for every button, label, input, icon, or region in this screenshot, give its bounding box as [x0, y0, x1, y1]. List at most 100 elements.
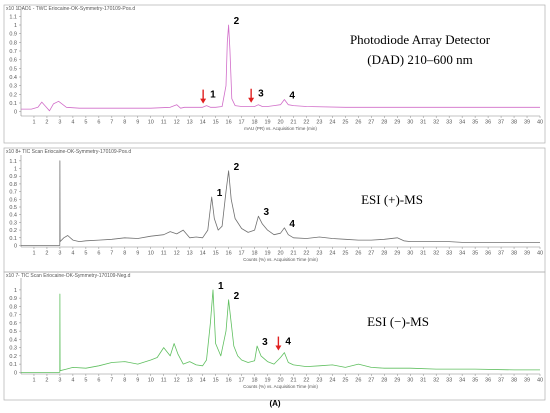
peak-label: 1: [217, 188, 223, 199]
y-tick-label: 1.1: [9, 159, 17, 165]
chart-panel-1: DAD1 - TWC Eriocaine-OK-Symmetry-170109-…: [3, 4, 546, 144]
x-tick-label: 14: [200, 120, 206, 126]
x-tick-label: 36: [485, 251, 491, 257]
panel-header: - TIC Scan Eriocaine-OK-Symmetry-170109-…: [18, 273, 131, 279]
peak-label: 3: [262, 337, 268, 348]
y-tick-label: 0.7: [9, 49, 17, 55]
x-tick-label: 6: [97, 378, 100, 384]
x-tick-label: 24: [329, 251, 335, 257]
x-tick-label: 18: [251, 378, 257, 384]
x-tick-label: 29: [394, 378, 400, 384]
y-tick-label: 0: [14, 243, 17, 249]
x-axis-label: mAU (PR) vs. Acquisition Time (min): [244, 126, 317, 131]
x-tick-label: 29: [394, 251, 400, 257]
y-tick-label: 0.7: [9, 313, 17, 319]
panel-frame: [3, 271, 546, 401]
x-tick-label: 4: [71, 378, 74, 384]
x-tick-label: 38: [511, 251, 517, 257]
series-line: [21, 160, 540, 246]
y-scale-label: x10 1: [6, 6, 18, 12]
x-tick-label: 20: [277, 378, 283, 384]
x-tick-label: 7: [110, 120, 113, 126]
x-tick-label: 17: [239, 378, 245, 384]
x-tick-label: 16: [226, 251, 232, 257]
x-tick-label: 10: [148, 251, 154, 257]
x-axis-label: Counts (%) vs. Acquisition Time (min): [243, 257, 318, 262]
x-tick-label: 11: [161, 120, 167, 126]
y-tick-label: 0.3: [9, 84, 17, 90]
peak-label: 4: [289, 219, 295, 230]
x-tick-label: 33: [446, 251, 452, 257]
y-tick-label: 0.2: [9, 92, 17, 98]
peak-label: 3: [263, 207, 269, 218]
detector-annotation: ESI (−)-MS: [367, 314, 429, 329]
x-tick-label: 7: [110, 378, 113, 384]
x-tick-label: 2: [45, 120, 48, 126]
chart-panel-3: - TIC Scan Eriocaine-OK-Symmetry-170109-…: [3, 271, 546, 401]
x-tick-label: 32: [433, 120, 439, 126]
x-tick-label: 32: [433, 251, 439, 257]
y-tick-label: 0.5: [9, 205, 17, 211]
x-tick-label: 20: [277, 251, 283, 257]
panel-frame: [3, 4, 546, 144]
x-tick-label: 29: [394, 120, 400, 126]
x-tick-label: 21: [290, 120, 296, 126]
y-tick-label: 0.2: [9, 228, 17, 234]
x-tick-label: 27: [368, 378, 374, 384]
x-tick-label: 3: [58, 378, 61, 384]
chart-panel-2: + TIC Scan Eriocaine-OK-Symmetry-170109-…: [3, 147, 546, 273]
x-tick-label: 34: [459, 120, 465, 126]
x-tick-label: 19: [264, 251, 270, 257]
x-tick-label: 18: [251, 120, 257, 126]
x-tick-label: 27: [368, 251, 374, 257]
x-tick-label: 1: [32, 251, 35, 257]
x-tick-label: 14: [200, 251, 206, 257]
y-tick-label: 0: [14, 370, 17, 376]
x-tick-label: 33: [446, 378, 452, 384]
x-tick-label: 26: [355, 378, 361, 384]
y-tick-label: 0.9: [9, 32, 17, 38]
x-tick-label: 15: [213, 378, 219, 384]
x-tick-label: 21: [290, 251, 296, 257]
panel-header: + TIC Scan Eriocaine-OK-Symmetry-170109-…: [18, 149, 131, 155]
figure-label: (A): [269, 399, 280, 408]
x-tick-label: 4: [71, 251, 74, 257]
x-tick-label: 8: [123, 120, 126, 126]
peak-arrow: [248, 88, 255, 103]
x-tick-label: 24: [329, 120, 335, 126]
x-tick-label: 26: [355, 251, 361, 257]
y-tick-label: 0.1: [9, 362, 17, 368]
peak-label: 2: [234, 16, 240, 27]
x-axis-label: Counts (%) vs. Acquisition Time (min): [243, 384, 318, 389]
y-tick-label: 0.4: [9, 337, 17, 343]
x-tick-label: 5: [84, 251, 87, 257]
x-tick-label: 35: [472, 378, 478, 384]
y-tick-label: 0.1: [9, 101, 17, 107]
peak-arrow: [275, 336, 282, 351]
x-tick-label: 15: [213, 120, 219, 126]
x-tick-label: 19: [264, 378, 270, 384]
x-tick-label: 36: [485, 120, 491, 126]
x-tick-label: 18: [251, 251, 257, 257]
y-tick-label: 0.5: [9, 329, 17, 335]
x-tick-label: 16: [226, 378, 232, 384]
y-scale-label: x10 7: [6, 273, 18, 279]
y-tick-label: 0.6: [9, 321, 17, 327]
x-tick-label: 35: [472, 120, 478, 126]
x-tick-label: 3: [58, 120, 61, 126]
x-tick-label: 34: [459, 378, 465, 384]
x-tick-label: 31: [420, 120, 426, 126]
x-tick-label: 38: [511, 378, 517, 384]
x-tick-label: 31: [420, 378, 426, 384]
x-tick-label: 19: [264, 120, 270, 126]
x-tick-label: 28: [381, 251, 387, 257]
peak-label: 3: [258, 89, 264, 100]
x-tick-label: 39: [524, 251, 530, 257]
y-tick-label: 0.6: [9, 197, 17, 203]
series-line: [21, 24, 540, 112]
x-tick-label: 25: [342, 378, 348, 384]
series-line: [21, 289, 540, 373]
y-tick-label: 0.4: [9, 75, 17, 81]
peak-label: 2: [234, 162, 240, 173]
